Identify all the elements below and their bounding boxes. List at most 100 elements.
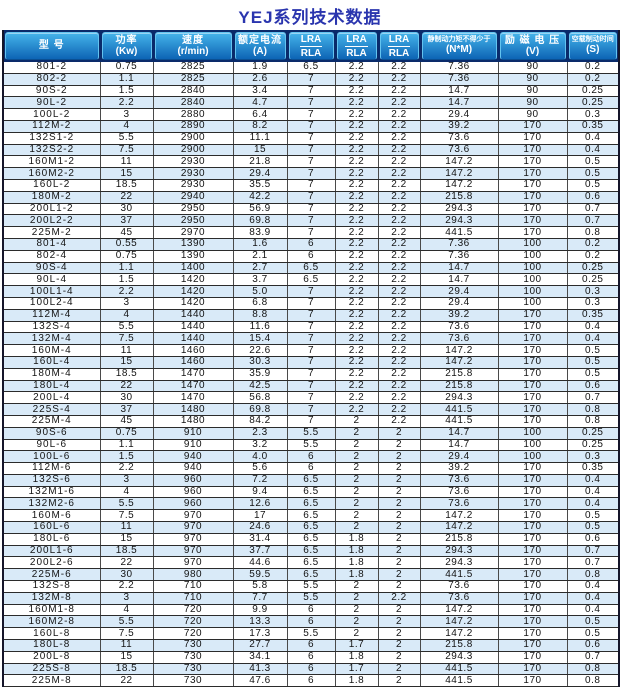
table-row: 225M-2 45 2970 83.9 7 2.2 2.2 441.5 170 0.8	[3, 226, 619, 239]
table-cell: 100	[497, 273, 567, 287]
table-cell: 100	[497, 427, 567, 440]
table-cell: 170	[497, 214, 567, 228]
table-cell: 0.25	[566, 96, 619, 110]
model-cell: 802-4	[3, 250, 100, 263]
table-cell: 2	[377, 556, 420, 570]
model-cell: 132M-8	[3, 592, 100, 605]
table-row: 160M1-8 4 720 9.9 6 2 2 147.2 170 0.4	[3, 604, 619, 617]
table-cell: 5.5	[286, 427, 335, 440]
table-cell: 2.2	[377, 250, 420, 263]
table-cell: 7	[286, 108, 335, 121]
table-cell: 0.25	[566, 85, 619, 98]
header-label: 速度	[182, 34, 204, 46]
table-cell: 441.5	[419, 403, 498, 416]
table-cell: 22	[99, 674, 153, 687]
table-cell: 21.8	[232, 155, 287, 169]
table-cell: 170	[497, 191, 567, 204]
header-label: 功率	[115, 34, 138, 46]
column-header-no-load-braking-time: 空载制动时间 (S)	[566, 30, 620, 62]
table-cell: 22	[99, 556, 153, 570]
model-cell: 112M-6	[3, 462, 100, 475]
table-cell: 37	[99, 214, 153, 228]
table-cell: 2	[377, 450, 420, 464]
table-cell: 44.6	[232, 556, 287, 570]
model-cell: 132S-4	[3, 321, 100, 334]
table-cell: 3.7	[232, 273, 287, 287]
model-cell: 132M-4	[3, 332, 100, 346]
table-cell: 1420	[152, 285, 233, 298]
header-button-lra-rla-1: LRA RLA	[288, 32, 334, 60]
table-cell: 0.35	[566, 462, 619, 475]
spec-table-body: 801-2 0.75 2825 1.9 6.5 2.2 2.2 7.36 90 0.2 802-2 1…	[3, 61, 619, 687]
table-cell: 294.3	[419, 214, 498, 228]
table-cell: 1470	[152, 380, 233, 393]
model-cell: 112M-4	[3, 309, 100, 322]
table-cell: 7.5	[99, 144, 153, 157]
table-cell: 170	[497, 155, 567, 169]
table-cell: 0.4	[566, 486, 619, 499]
table-cell: 2.2	[334, 191, 378, 204]
table-cell: 0.6	[566, 639, 619, 652]
table-cell: 2	[334, 580, 378, 593]
table-row: 132M-8 3 710 7.7 5.5 2 2.2 73.6 170 0.4	[3, 592, 619, 605]
table-cell: 7	[286, 144, 335, 157]
table-cell: 0.4	[566, 592, 619, 605]
table-cell: 1.9	[232, 61, 287, 74]
header-unit: (r/min)	[177, 46, 209, 57]
table-cell: 7	[286, 332, 335, 346]
table-cell: 170	[497, 144, 567, 157]
table-cell: 441.5	[419, 568, 498, 582]
table-cell: 6	[286, 615, 335, 629]
table-row: 180M-4 18.5 1470 35.9 7 2.2 2.2 215.8 170 0.5	[3, 368, 619, 381]
table-cell: 2.2	[334, 321, 378, 334]
table-cell: 59.5	[232, 568, 287, 582]
table-cell: 2	[334, 427, 378, 440]
table-cell: 2.2	[334, 73, 378, 86]
header-unit: (S)	[586, 44, 600, 56]
table-cell: 73.6	[419, 497, 498, 511]
table-cell: 1420	[152, 273, 233, 287]
model-cell: 132M1-6	[3, 486, 100, 499]
model-cell: 112M-2	[3, 120, 100, 133]
table-cell: 7.36	[419, 61, 498, 74]
table-cell: 2.2	[377, 368, 420, 381]
table-row: 112M-6 2.2 940 5.6 6 2 2 39.2 170 0.35	[3, 462, 619, 475]
table-cell: 7	[286, 179, 335, 192]
table-cell: 3.4	[232, 85, 287, 98]
column-header-speed: 速度 (r/min)	[152, 30, 234, 62]
model-cell: 180M-4	[3, 368, 100, 381]
table-row: 160L-8 7.5 720 17.3 5.5 2 2 147.2 170 0.5	[3, 627, 619, 641]
table-cell: 18.5	[99, 545, 153, 558]
table-cell: 7	[286, 191, 335, 204]
table-cell: 2.2	[377, 321, 420, 334]
header-button-lra-rla-2: LRA RLA	[336, 32, 377, 60]
table-cell: 18.5	[99, 368, 153, 381]
table-cell: 170	[497, 368, 567, 381]
table-row: 200L2-6 22 970 44.6 6.5 1.8 2 294.3 170 0.7	[3, 556, 619, 570]
table-row: 200L1-2 30 2950 56.9 7 2.2 2.2 294.3 170 0.7	[3, 203, 619, 216]
table-cell: 5.5	[286, 580, 335, 593]
model-cell: 160M1-8	[3, 604, 100, 617]
table-row: 90L-6 1.1 910 3.2 5.5 2 2 14.7 100 0.25	[3, 439, 619, 452]
table-cell: 7	[286, 85, 335, 98]
table-cell: 2.2	[377, 309, 420, 322]
table-cell: 7.36	[419, 250, 498, 263]
table-cell: 294.3	[419, 203, 498, 216]
model-cell: 160L-2	[3, 179, 100, 192]
table-cell: 7	[286, 214, 335, 228]
table-cell: 1480	[152, 415, 233, 428]
header-label: 额定电流	[238, 34, 282, 46]
table-cell: 30	[99, 203, 153, 216]
table-cell: 170	[497, 203, 567, 216]
table-cell: 441.5	[419, 663, 498, 676]
model-cell: 160M1-2	[3, 155, 100, 169]
table-cell: 730	[152, 663, 233, 676]
table-cell: 0.4	[566, 474, 619, 487]
table-cell: 0.5	[566, 368, 619, 381]
table-cell: 27.7	[232, 639, 287, 652]
table-cell: 2.3	[232, 427, 287, 440]
table-cell: 5.5	[99, 321, 153, 334]
column-header-power: 功率 (Kw)	[99, 30, 154, 62]
table-cell: 6	[286, 674, 335, 687]
table-cell: 0.35	[566, 309, 619, 322]
